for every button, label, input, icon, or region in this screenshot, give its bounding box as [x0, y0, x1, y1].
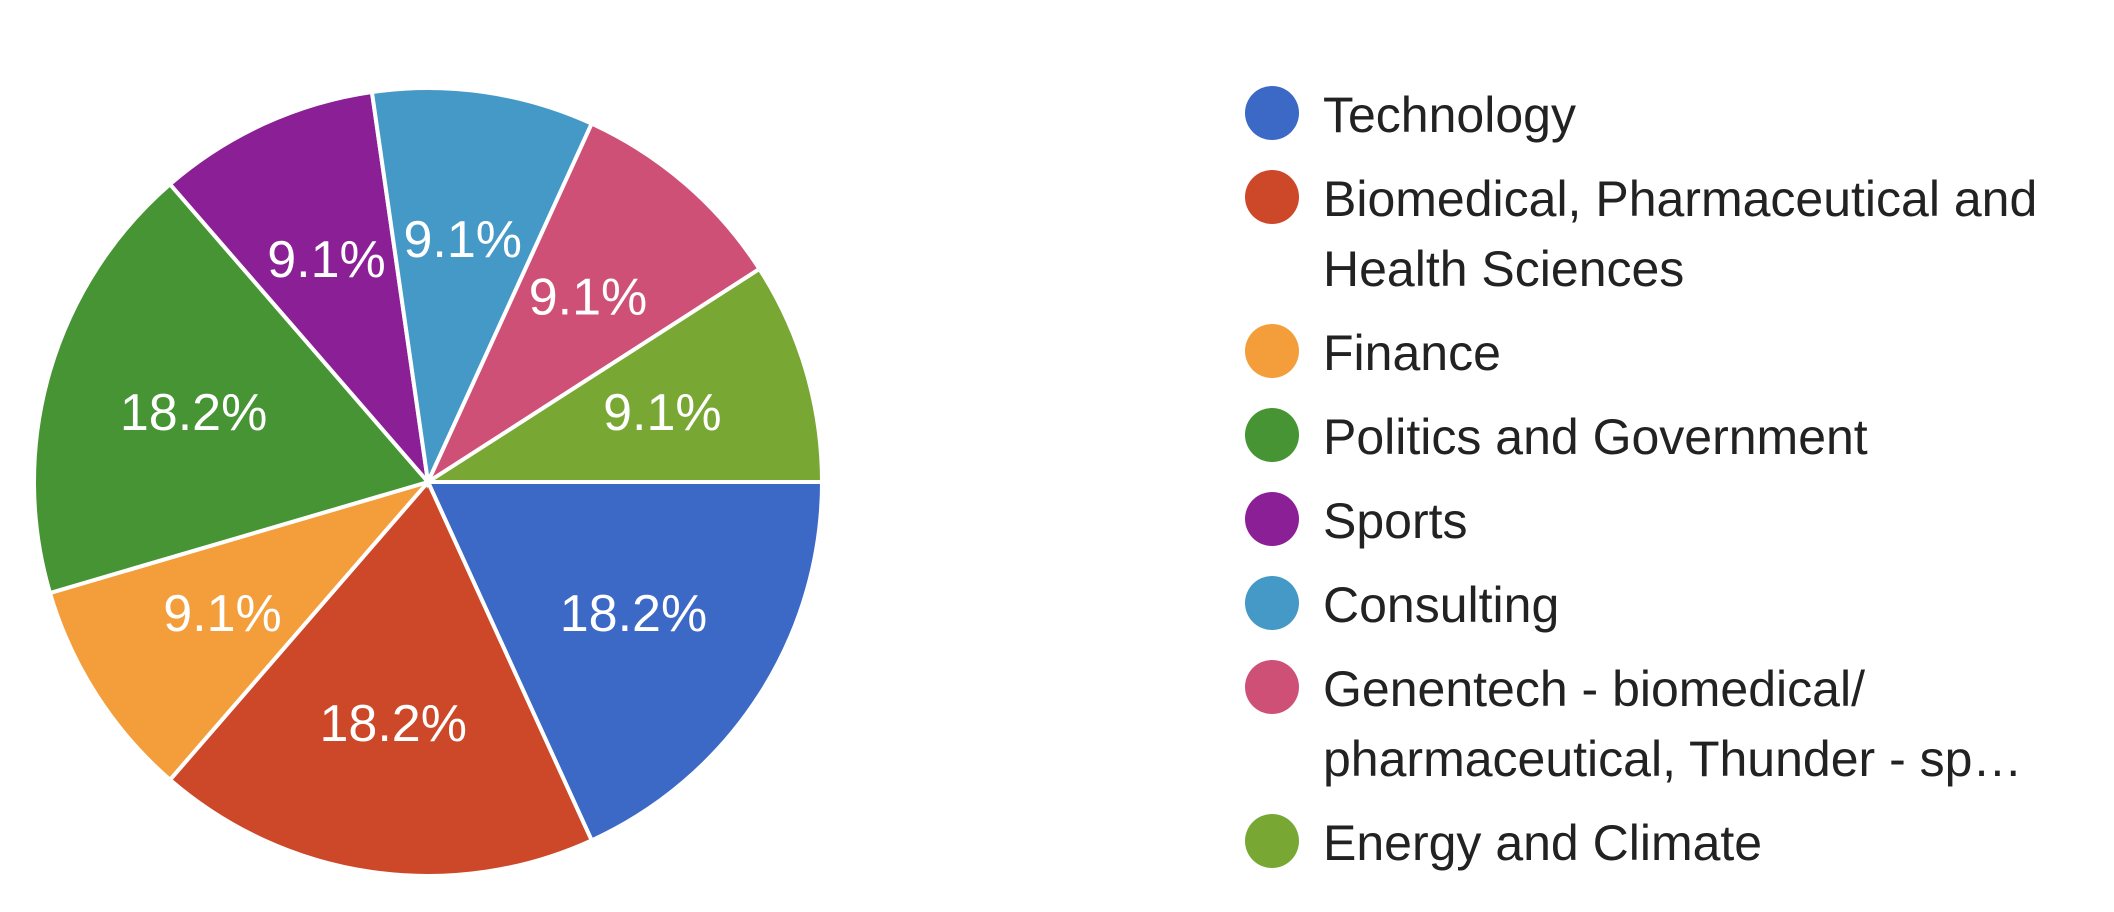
legend-swatch [1245, 660, 1299, 714]
pie-slice-0 [424, 480, 825, 844]
legend-label-line: pharmaceutical, Thunder - sp… [1323, 731, 2023, 787]
legend-label-line: Consulting [1323, 577, 1560, 633]
legend-item: Technology [1245, 80, 2105, 150]
pie-slice-2 [47, 478, 434, 783]
legend-label-line: Politics and Government [1323, 409, 1868, 465]
legend-swatch [1245, 170, 1299, 224]
pie-slice-3 [32, 181, 432, 596]
legend-item: Biomedical, Pharmaceutical and Health Sci… [1245, 164, 2105, 304]
legend-label: Finance [1323, 318, 1501, 388]
pie-slice-1 [167, 478, 595, 878]
slice-label-4: 9.1% [267, 231, 386, 289]
legend-swatch [1245, 576, 1299, 630]
slice-label-5: 9.1% [403, 211, 522, 269]
legend-label: Biomedical, Pharmaceutical and Health Sci… [1323, 164, 2037, 304]
legend-item: Genentech - biomedical/pharmaceutical, T… [1245, 654, 2105, 794]
legend-label-line: Sports [1323, 493, 1468, 549]
slice-label-7: 9.1% [603, 384, 722, 442]
legend-label: Genentech - biomedical/pharmaceutical, T… [1323, 654, 2022, 794]
pie-slice-4 [167, 89, 431, 489]
slice-label-3: 18.2% [120, 384, 267, 442]
slice-label-6: 9.1% [529, 268, 648, 326]
legend-item: Politics and Government [1245, 402, 2105, 472]
slice-label-0: 18.2% [560, 585, 707, 643]
legend-label: Energy and Climate [1323, 808, 1762, 878]
legend-item: Consulting [1245, 570, 2105, 640]
legend-label-line: Biomedical, Pharmaceutical and [1323, 171, 2038, 227]
pie-slice-6 [423, 120, 763, 488]
pie-plot: 18.2%18.2%9.1%18.2%9.1% 9.1%9.1%9.1% [32, 86, 825, 878]
legend-swatch [1245, 814, 1299, 868]
legend-label-line: Technology [1323, 87, 1576, 143]
legend-label-line: Energy and Climate [1323, 815, 1763, 871]
legend: Technology Biomedical, Pharmaceutical and… [1245, 80, 2105, 892]
pie-slice-7 [421, 266, 825, 484]
pie-slice-5 [369, 86, 595, 490]
legend-label-line: Finance [1323, 325, 1501, 381]
legend-label: Politics and Government [1323, 402, 1868, 472]
legend-swatch [1245, 324, 1299, 378]
legend-swatch [1245, 408, 1299, 462]
legend-label: Technology [1323, 80, 1576, 150]
legend-item: Sports [1245, 486, 2105, 556]
legend-swatch [1245, 492, 1299, 546]
slice-label-2: 9.1% [163, 585, 282, 643]
legend-label: Consulting [1323, 570, 1559, 640]
legend-label-line: Genentech - biomedical/ [1323, 661, 1865, 717]
legend-item: Energy and Climate [1245, 808, 2105, 878]
legend-item: Finance [1245, 318, 2105, 388]
legend-label: Sports [1323, 486, 1468, 556]
legend-label-line: Health Sciences [1323, 241, 1685, 297]
legend-swatch [1245, 86, 1299, 140]
slice-label-1: 18.2% [320, 695, 467, 753]
